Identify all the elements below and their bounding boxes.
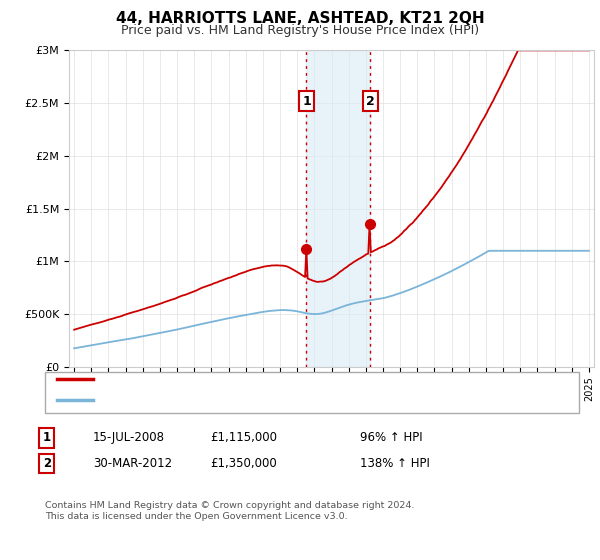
Text: Price paid vs. HM Land Registry's House Price Index (HPI): Price paid vs. HM Land Registry's House … (121, 24, 479, 36)
Text: Contains HM Land Registry data © Crown copyright and database right 2024.
This d: Contains HM Land Registry data © Crown c… (45, 501, 415, 521)
Text: 2: 2 (366, 95, 374, 108)
Text: 15-JUL-2008: 15-JUL-2008 (93, 431, 165, 445)
Text: 44, HARRIOTTS LANE, ASHTEAD, KT21 2QH (detached house): 44, HARRIOTTS LANE, ASHTEAD, KT21 2QH (d… (100, 374, 442, 384)
Text: 138% ↑ HPI: 138% ↑ HPI (360, 457, 430, 470)
Text: 44, HARRIOTTS LANE, ASHTEAD, KT21 2QH: 44, HARRIOTTS LANE, ASHTEAD, KT21 2QH (116, 11, 484, 26)
Text: 1: 1 (302, 95, 311, 108)
Text: 2: 2 (43, 457, 51, 470)
Text: 1: 1 (43, 431, 51, 445)
Text: 30-MAR-2012: 30-MAR-2012 (93, 457, 172, 470)
Bar (307, 50, 370, 367)
Text: HPI: Average price, detached house, Mole Valley: HPI: Average price, detached house, Mole… (100, 395, 370, 405)
Text: 96% ↑ HPI: 96% ↑ HPI (360, 431, 422, 445)
Text: £1,350,000: £1,350,000 (210, 457, 277, 470)
Text: £1,115,000: £1,115,000 (210, 431, 277, 445)
